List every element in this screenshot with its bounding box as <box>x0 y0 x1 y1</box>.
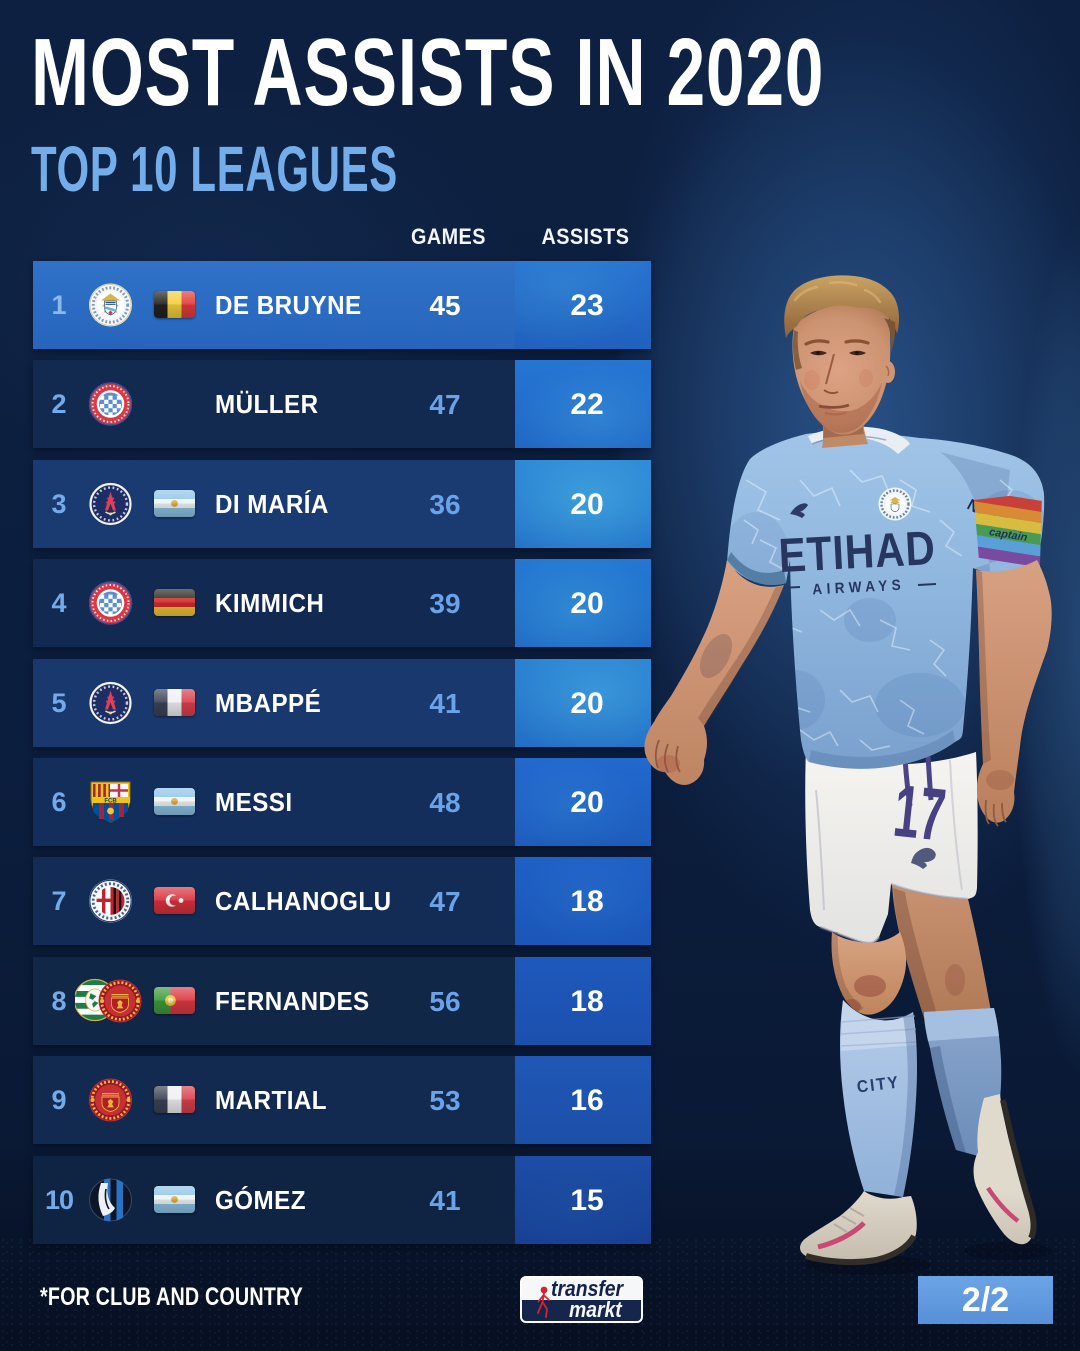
svg-text:CITY: CITY <box>856 1073 901 1097</box>
svg-text:AIRWAYS: AIRWAYS <box>812 577 906 599</box>
svg-text:captain: captain <box>988 526 1028 544</box>
svg-text:ETIHAD: ETIHAD <box>777 522 936 583</box>
svg-text:17: 17 <box>890 770 949 858</box>
